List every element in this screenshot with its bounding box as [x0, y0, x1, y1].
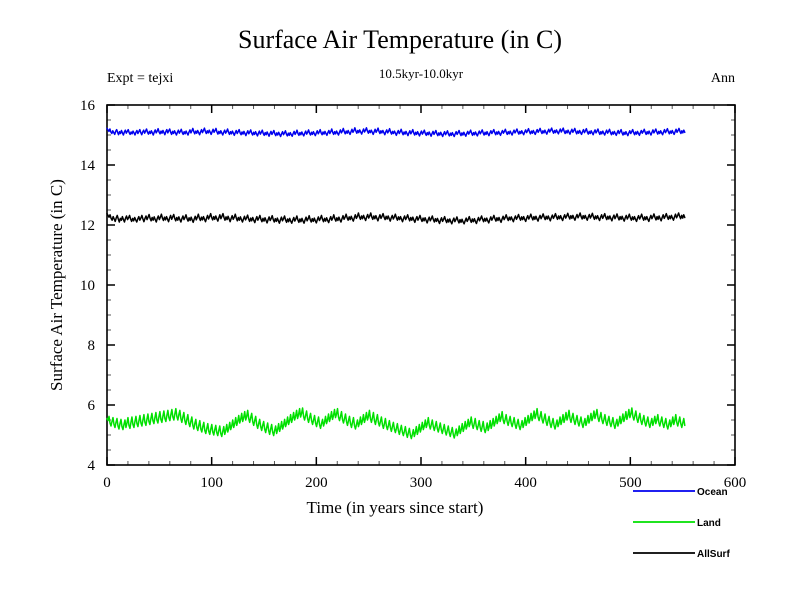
- y-axis-tick-labels: 4 6 8 10 12 14 16: [80, 98, 96, 474]
- y-axis-title: Surface Air Temperature (in C): [47, 179, 66, 391]
- chart-subtitle: 10.5kyr-10.0kyr: [379, 66, 464, 81]
- legend-label-ocean: Ocean: [697, 487, 728, 498]
- legend-label-allsurf: AllSurf: [697, 549, 730, 560]
- legend-label-land: Land: [697, 518, 721, 529]
- x-tick-label: 300: [410, 475, 433, 491]
- y-tick-label: 4: [88, 458, 96, 474]
- y-tick-label: 16: [80, 98, 96, 114]
- x-tick-label: 200: [305, 475, 328, 491]
- data-series-group: [106, 127, 686, 440]
- period-label: Ann: [711, 71, 735, 86]
- experiment-label: Expt = tejxi: [107, 71, 173, 86]
- x-tick-label: 400: [514, 475, 537, 491]
- chart-legend: Ocean Land AllSurf: [633, 487, 730, 560]
- y-tick-label: 10: [80, 278, 95, 294]
- chart-title: Surface Air Temperature (in C): [238, 25, 562, 54]
- y-tick-label: 8: [88, 338, 96, 354]
- x-axis-tick-labels: 0 100 200 300 400 500 600: [103, 475, 746, 491]
- x-tick-label: 100: [200, 475, 223, 491]
- x-axis-title: Time (in years since start): [307, 498, 484, 517]
- plot-frame: [106, 104, 736, 466]
- x-tick-label: 0: [103, 475, 111, 491]
- y-tick-label: 14: [80, 158, 96, 174]
- y-tick-label: 6: [88, 398, 96, 414]
- series-line-allsurf: [106, 212, 686, 225]
- x-tick-label: 500: [619, 475, 642, 491]
- series-line-ocean: [106, 127, 686, 138]
- x-tick-label: 600: [724, 475, 747, 491]
- y-tick-label: 12: [80, 218, 95, 234]
- series-line-land: [106, 407, 686, 440]
